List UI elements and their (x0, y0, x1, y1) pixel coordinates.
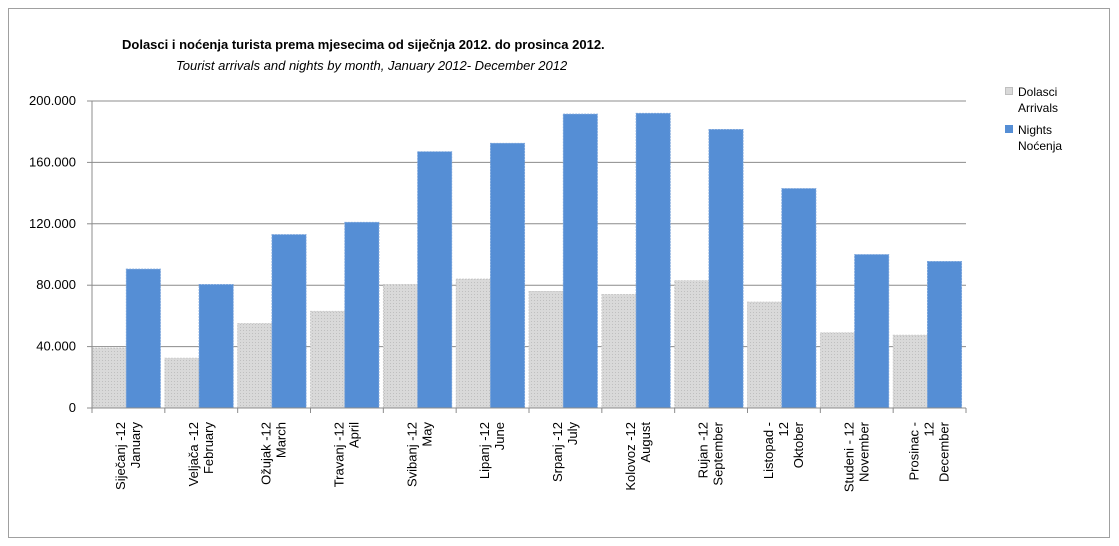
x-tick-label: 12 (922, 422, 937, 436)
bar-nights (781, 188, 817, 409)
y-tick-label: 0 (69, 400, 76, 415)
x-tick-label: December (937, 421, 952, 482)
bar-arrivals (237, 323, 273, 409)
x-tick-label: Travanj -12 (331, 422, 346, 487)
bar-arrivals (747, 301, 783, 409)
bar-nights (708, 128, 744, 409)
x-tick-label: September (711, 421, 726, 485)
bar-nights (489, 142, 526, 409)
legend-label-nights-line1: Nights (1018, 123, 1053, 137)
bar-nights (926, 261, 963, 409)
x-tick-label: Ožujak -12 (259, 422, 274, 485)
x-tick-label: February (201, 422, 216, 475)
bar-arrivals (601, 294, 637, 409)
x-tick-label: Srpanj -12 (550, 422, 565, 482)
x-tick-label: Lipanj -12 (477, 422, 492, 479)
legend-item-nights: Nights Noćenja (1005, 122, 1062, 154)
legend-label-arrivals-line2: Arrivals (1018, 101, 1059, 115)
chart-legend: Dolasci Arrivals Nights Noćenja (1005, 84, 1062, 160)
x-tick-label: Siječanj -12 (113, 422, 128, 490)
bar-nights (854, 254, 890, 409)
bar-arrivals (455, 278, 491, 409)
chart-frame (8, 8, 1110, 538)
bar-arrivals (310, 310, 346, 409)
x-tick-label: Listopad - (761, 422, 776, 479)
chart-title: Dolasci i noćenja turista prema mjesecim… (122, 37, 605, 52)
x-tick-label: November (856, 421, 871, 482)
bar-arrivals (674, 280, 710, 409)
x-tick-label: June (492, 422, 507, 450)
x-tick-label: July (565, 422, 580, 446)
x-tick-label: Oktober (791, 421, 806, 468)
bar-nights (344, 221, 380, 409)
y-tick-label: 80.000 (36, 277, 76, 292)
x-tick-label: Svibanj -12 (404, 422, 419, 487)
legend-swatch-arrivals (1005, 87, 1013, 95)
chart-subtitle: Tourist arrivals and nights by month, Ja… (176, 58, 568, 73)
bar-nights (635, 112, 671, 409)
x-tick-label: Kolovoz -12 (623, 422, 638, 491)
y-tick-label: 120.000 (29, 216, 76, 231)
x-tick-label: January (128, 422, 143, 469)
legend-item-arrivals: Dolasci Arrivals (1005, 84, 1062, 116)
bar-nights (198, 284, 234, 409)
bar-arrivals (164, 357, 200, 409)
bar-arrivals (892, 334, 928, 409)
x-tick-label: 12 (776, 422, 791, 436)
bar-nights (417, 151, 453, 409)
y-tick-label: 40.000 (36, 339, 76, 354)
bar-nights (125, 268, 161, 409)
x-tick-label: August (638, 422, 653, 463)
x-tick-label: Rujan -12 (696, 422, 711, 478)
x-tick-label: Prosinac - (907, 422, 922, 481)
bar-arrivals (819, 332, 855, 409)
bar-arrivals (91, 347, 127, 409)
legend-label-nights-line2: Noćenja (1018, 139, 1063, 153)
legend-label-arrivals-line1: Dolasci (1018, 85, 1058, 99)
y-tick-label: 160.000 (29, 154, 76, 169)
legend-swatch-nights (1005, 125, 1013, 133)
x-tick-label: Veljača -12 (186, 422, 201, 486)
y-tick-label: 200.000 (29, 93, 76, 108)
x-tick-label: May (419, 422, 434, 447)
bar-arrivals (528, 290, 564, 409)
x-tick-label: April (346, 422, 361, 448)
x-tick-label: March (274, 422, 289, 458)
x-tick-label: Studeni - 12 (841, 422, 856, 492)
bar-nights (562, 113, 598, 409)
bar-arrivals (382, 284, 418, 409)
bar-nights (271, 234, 307, 409)
